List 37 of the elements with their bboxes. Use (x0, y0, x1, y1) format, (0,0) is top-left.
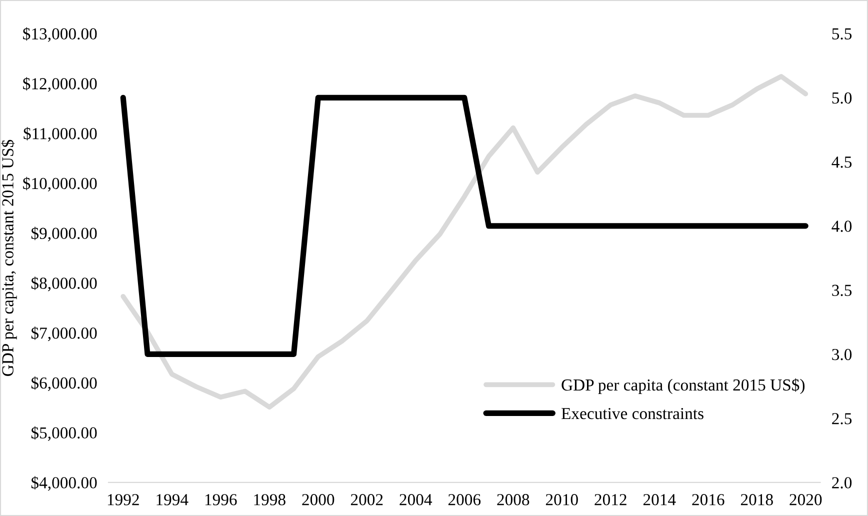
legend-label: GDP per capita (constant 2015 US$) (562, 378, 805, 394)
x-tick-label: 2020 (790, 494, 822, 506)
y-tick-label: $12,000.00 (23, 77, 97, 92)
y-tick-label: $13,000.00 (23, 27, 97, 42)
y-tick-label: $7,000.00 (31, 326, 97, 342)
y-axis-title: GDP per capita, constant 2015 US$ (1, 140, 17, 376)
x-tick-label: 2010 (546, 494, 578, 506)
x-tick-label: 1996 (205, 494, 237, 506)
x-tick-label: 1998 (254, 494, 286, 506)
x-tick-label: 2000 (302, 494, 334, 506)
y2-tick-label: 3.0 (832, 348, 852, 360)
x-tick-label: 2018 (740, 494, 773, 506)
x-tick-label: 1992 (108, 494, 139, 506)
x-tick-label: 2004 (400, 494, 432, 506)
y-tick-label: $6,000.00 (31, 376, 97, 392)
legend-label: Executive constraints (562, 408, 704, 420)
y2-tick-label: 3.5 (832, 284, 852, 296)
line-series (120, 74, 808, 410)
y2-tick-label: 5.5 (832, 28, 852, 40)
y-tick-label: $9,000.00 (31, 226, 97, 242)
x-tick-label: 2008 (497, 494, 530, 506)
y2-tick-label: 2.0 (832, 477, 852, 488)
x-tick-label: 2006 (448, 494, 481, 506)
x-tick-label: 2016 (692, 494, 724, 506)
y2-tick-label: 4.5 (832, 156, 852, 168)
y-tick-label: $11,000.00 (24, 127, 97, 142)
y-tick-label: $4,000.00 (31, 476, 97, 491)
x-tick-label: 2012 (594, 494, 626, 506)
x-tick-label: 1994 (156, 494, 188, 506)
x-tick-label: 2014 (643, 494, 676, 506)
y2-tick-label: 2.5 (832, 413, 852, 424)
y-tick-label: $10,000.00 (23, 176, 97, 192)
y2-tick-label: 4.0 (832, 220, 852, 232)
y2-tick-label: 5.0 (832, 92, 852, 104)
y-tick-label: $5,000.00 (31, 426, 97, 441)
y-tick-label: $8,000.00 (31, 276, 97, 292)
x-tick-label: 2002 (350, 494, 383, 506)
